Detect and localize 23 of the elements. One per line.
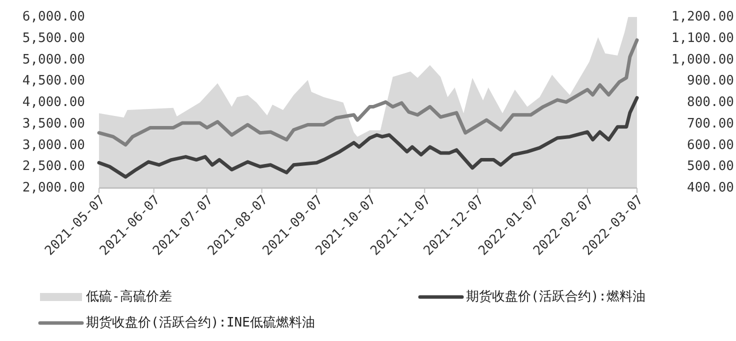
y2-tick-label: 800.00 [687, 95, 734, 110]
legend-label: 期货收盘价(活跃合约):INE低硫燃料油 [86, 316, 315, 331]
y2-tick-label: 900.00 [687, 74, 734, 89]
line-series [97, 96, 639, 179]
y-tick-label: 2,500.00 [22, 159, 85, 174]
y-tick-label: 4,000.00 [22, 95, 85, 110]
y-tick-label: 5,000.00 [22, 52, 85, 68]
y2-tick-label: 1,000.00 [671, 52, 734, 68]
y-tick-label: 3,500.00 [22, 116, 85, 132]
y-tick-label: 2,000.00 [22, 180, 85, 196]
y2-tick-label: 600.00 [687, 138, 734, 153]
y2-tick-label: 700.00 [687, 116, 734, 132]
y2-tick-label: 500.00 [687, 159, 734, 174]
y2-tick-label: 400.00 [687, 180, 734, 196]
line-series [97, 38, 639, 147]
y-tick-label: 4,500.00 [22, 74, 85, 89]
legend-label: 低硫-高硫价差 [86, 288, 172, 305]
y-tick-label: 5,500.00 [22, 30, 85, 46]
y-tick-label: 6,000.00 [22, 10, 85, 25]
legend-label: 期货收盘价(活跃合约):燃料油 [466, 290, 646, 305]
y2-tick-label: 1,200.00 [671, 10, 734, 25]
y-tick-label: 3,000.00 [22, 138, 85, 153]
y2-tick-label: 1,100.00 [671, 30, 734, 46]
